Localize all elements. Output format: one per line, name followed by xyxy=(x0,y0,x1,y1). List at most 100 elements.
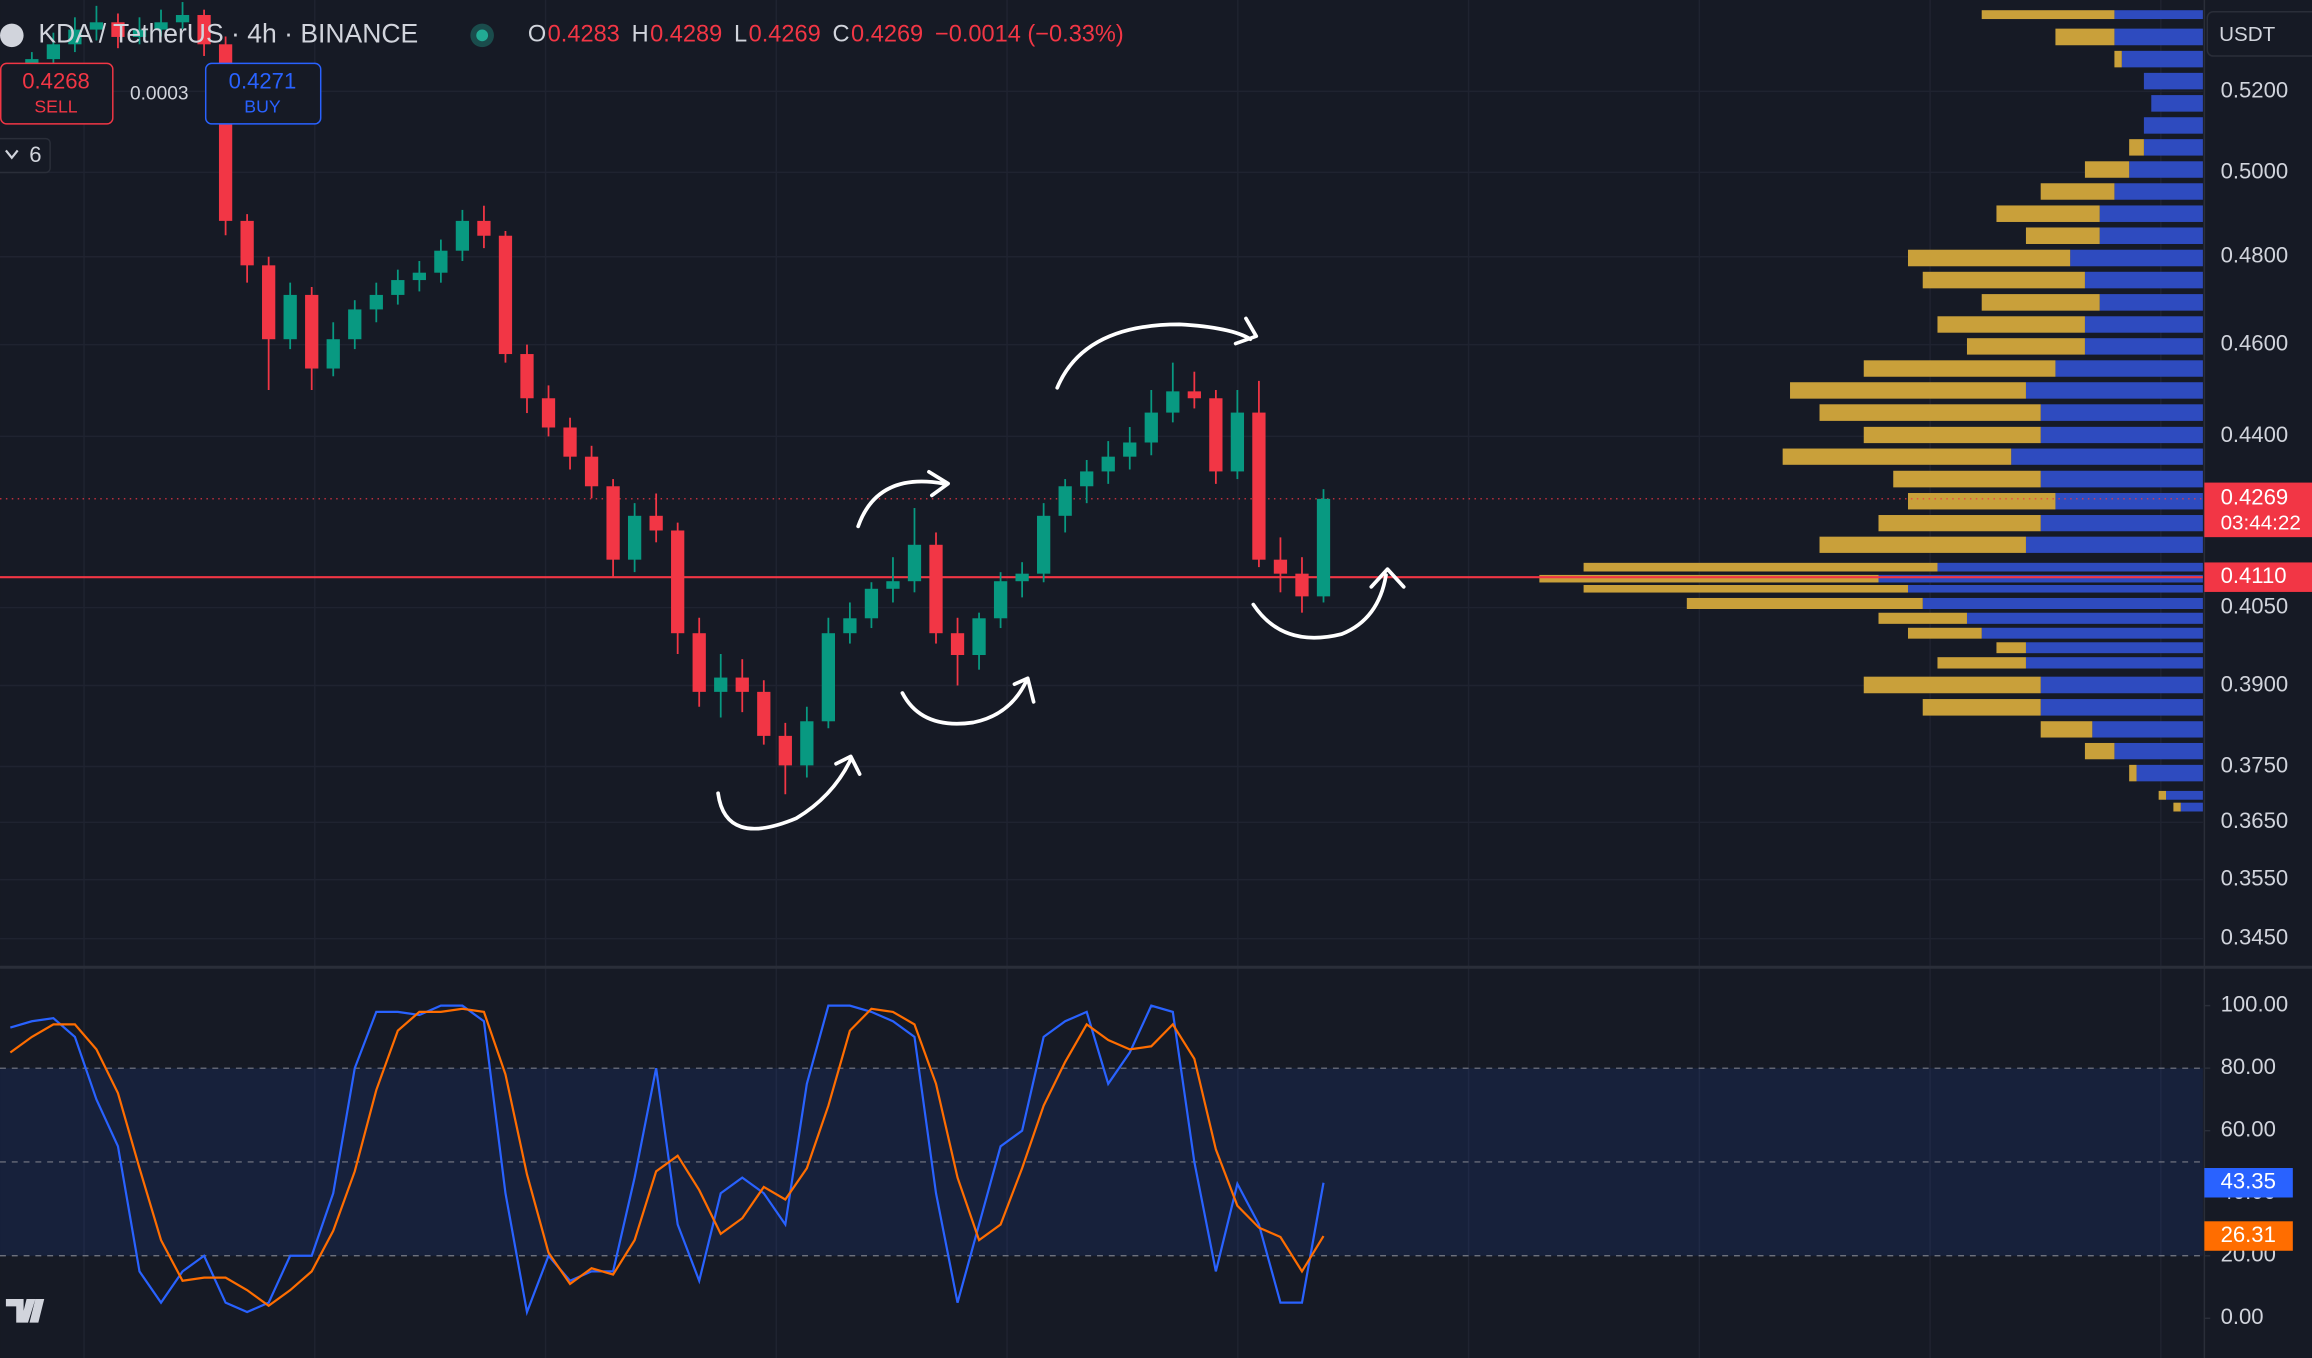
candle-body xyxy=(993,581,1008,619)
stoch-tick-label: 100.00 xyxy=(2221,991,2289,1016)
spread: 0.0003 xyxy=(130,83,189,104)
y-tick-label: 0.3900 xyxy=(2221,671,2289,696)
candle-body xyxy=(197,15,211,45)
candle-body xyxy=(1166,391,1180,413)
profile-up xyxy=(2025,382,2203,399)
candle-body xyxy=(1101,456,1115,472)
profile-up xyxy=(2114,10,2203,20)
profile-down xyxy=(2129,764,2137,782)
stoch-tick-label: 60.00 xyxy=(2221,1117,2276,1142)
profile-down xyxy=(1583,562,1938,572)
profile-down xyxy=(2084,161,2130,178)
profile-up xyxy=(2040,676,2203,694)
profile-up xyxy=(2136,764,2203,782)
profile-down xyxy=(1981,294,2100,311)
ohlc-key: L xyxy=(734,21,747,47)
ohlc-key: H xyxy=(632,21,649,47)
volume-profile xyxy=(1539,10,2203,812)
arrow xyxy=(900,676,1036,726)
stoch-tick-label: 80.00 xyxy=(2221,1054,2276,1079)
stoch-line xyxy=(9,1007,1325,1308)
profile-down xyxy=(1863,360,2056,377)
candle-body xyxy=(154,22,168,30)
candle-body xyxy=(1295,573,1309,597)
candle-body xyxy=(132,29,147,37)
profile-down xyxy=(2040,183,2115,200)
candle-body xyxy=(606,486,620,560)
last-price-label: 0.4269 xyxy=(2221,485,2289,510)
annotations xyxy=(716,316,1406,831)
candle-body xyxy=(412,272,426,281)
candle-body xyxy=(1015,573,1029,582)
profile-down xyxy=(1878,515,2041,532)
ohlc-value: 0.4283 xyxy=(548,21,620,47)
candle-body xyxy=(627,515,642,560)
profile-down xyxy=(1893,470,2041,488)
candle-body xyxy=(864,588,879,619)
indicator-count: 6 xyxy=(29,142,41,167)
arrow xyxy=(1251,567,1406,640)
candle-body xyxy=(240,220,254,266)
profile-up xyxy=(2040,426,2203,444)
profile-down xyxy=(1878,612,1967,624)
y-tick-label: 0.3650 xyxy=(2221,808,2289,833)
indicator-toggle[interactable] xyxy=(0,137,51,174)
price-axis: 0.5200 0.5000 0.4800 0.4600 0.4400 0.4050 0.39… xyxy=(2204,77,2312,950)
candle-body xyxy=(649,515,663,531)
profile-down xyxy=(1782,448,2012,465)
candle-body xyxy=(348,309,362,340)
candle-body xyxy=(1123,442,1137,457)
y-tick-label: 0.4400 xyxy=(2221,422,2289,447)
profile-up xyxy=(2084,271,2203,289)
ohlc-value: 0.4269 xyxy=(851,21,923,47)
candle-body xyxy=(1080,471,1094,487)
candle-body xyxy=(800,721,814,766)
candle-body xyxy=(843,618,857,634)
profile-down xyxy=(1907,627,1982,639)
profile-down xyxy=(1539,574,1879,583)
chevron xyxy=(5,149,19,160)
logo xyxy=(5,1299,45,1323)
profile-up xyxy=(1966,612,2203,624)
stoch-line xyxy=(10,1004,1325,1317)
candle-body xyxy=(714,677,728,692)
profile-down xyxy=(1686,597,1923,609)
candle-body xyxy=(821,633,836,722)
candle-body xyxy=(111,22,125,37)
profile-down xyxy=(1863,676,2041,694)
candle-body xyxy=(175,15,190,23)
candle-body xyxy=(563,427,577,457)
candle-body xyxy=(886,581,900,589)
profile-up xyxy=(1907,584,2203,593)
profile-up xyxy=(2025,657,2203,669)
buy-button[interactable] xyxy=(204,62,322,125)
profile-down xyxy=(1922,271,2085,289)
stoch-value-label: 26.31 xyxy=(2221,1222,2276,1247)
change: −0.0014 (−0.33%) xyxy=(935,21,1124,47)
candle-body xyxy=(455,220,470,251)
currency: USDT xyxy=(2219,23,2276,46)
sell-price: 0.4268 xyxy=(22,68,90,93)
currency-button[interactable] xyxy=(2206,11,2312,57)
y-tick-label: 0.3550 xyxy=(2221,866,2289,891)
candle-body xyxy=(972,618,986,656)
ohlc-key: C xyxy=(833,21,850,47)
profile-down xyxy=(1907,249,2071,267)
ohlc-key: O xyxy=(528,21,546,47)
profile-up xyxy=(2092,721,2203,738)
profile-down xyxy=(1907,493,2056,510)
profile-down xyxy=(1937,316,2085,333)
ohlc-value: 0.4269 xyxy=(749,21,821,47)
sell-button[interactable] xyxy=(0,62,114,125)
profile-up xyxy=(2055,360,2203,377)
symbol-logo xyxy=(0,23,24,48)
candle-body xyxy=(778,735,792,766)
candle-body xyxy=(950,633,965,656)
profile-down xyxy=(1981,10,2115,20)
profile-down xyxy=(1863,426,2041,444)
profile-up xyxy=(2114,742,2203,760)
symbol-title[interactable]: KDA / TetherUS · 4h · BINANCE xyxy=(38,18,418,48)
profile-up xyxy=(1922,597,2203,609)
